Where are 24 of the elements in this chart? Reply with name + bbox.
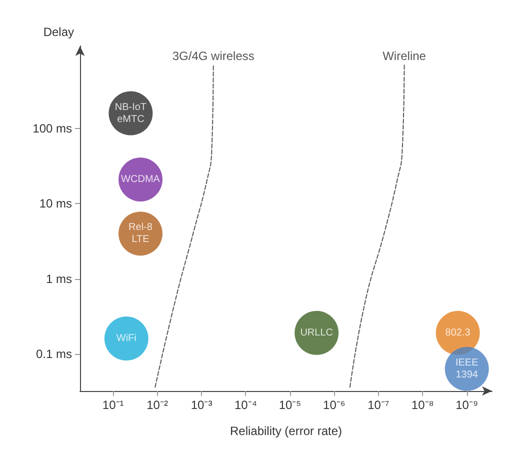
x-tick-label: 10⁻⁸ bbox=[411, 398, 434, 412]
y-tick-label: 10 ms bbox=[39, 196, 72, 211]
x-tick-label: 10⁻⁹ bbox=[456, 398, 478, 412]
series-label: NB-IoT eMTC bbox=[114, 102, 147, 125]
series-label: WCDMA bbox=[121, 174, 160, 185]
x-tick-label: 10⁻⁴ bbox=[234, 398, 258, 412]
x-tick-label: 10⁻³ bbox=[190, 398, 212, 412]
y-tick-label: 100 ms bbox=[32, 122, 72, 136]
series-label: Rel-8 LTE bbox=[128, 222, 153, 246]
x-tick-label: 10⁻⁷ bbox=[368, 398, 390, 412]
x-tick-label: 10⁻⁶ bbox=[323, 398, 346, 412]
x-axis-title: Reliability (error rate) bbox=[230, 424, 342, 438]
y-tick-label: 1 ms bbox=[46, 272, 72, 286]
series-label: Wireline bbox=[382, 49, 426, 64]
x-tick-label: 10⁻¹ bbox=[102, 398, 124, 412]
x-tick-label: 10⁻² bbox=[146, 398, 168, 412]
y-tick-label: 0.1 ms bbox=[36, 346, 72, 361]
x-tick-label: 10⁻⁵ bbox=[278, 398, 302, 412]
series-label: WiFi bbox=[116, 333, 136, 344]
series-label: URLLC bbox=[300, 327, 333, 338]
series-label: 3G/4G wireless bbox=[172, 49, 254, 64]
series-label: 802.3 bbox=[445, 327, 471, 338]
series-label: IEEE 1394 bbox=[455, 357, 479, 380]
y-axis-title: Delay bbox=[43, 25, 74, 39]
